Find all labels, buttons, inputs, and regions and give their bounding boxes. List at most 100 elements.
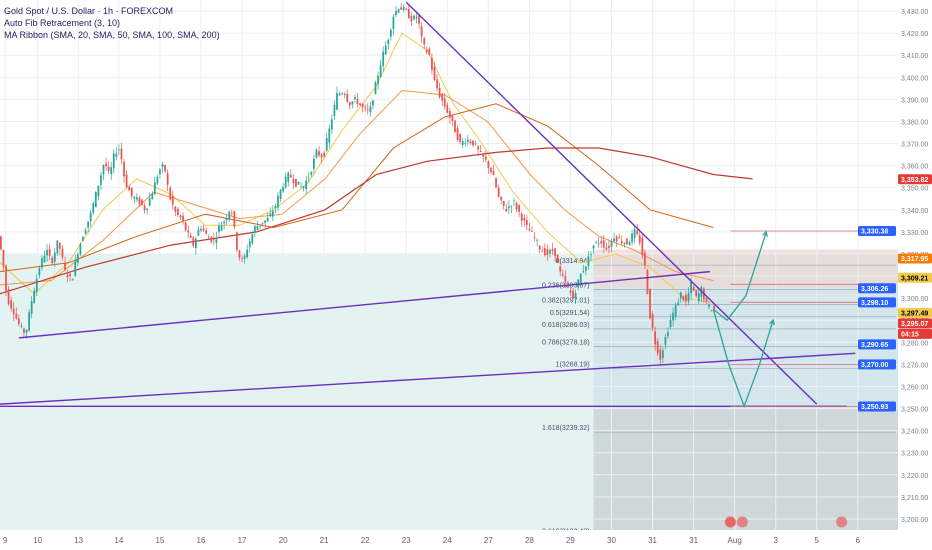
candle-body: [251, 234, 254, 244]
candle-body: [74, 260, 77, 276]
candle-body: [605, 247, 608, 250]
candle-body: [536, 239, 538, 241]
icons-layer: [724, 516, 848, 528]
candle-body: [84, 230, 87, 234]
candle-body: [164, 165, 166, 172]
projection-arrow: [769, 318, 775, 326]
y-tick-label: 3,270.00: [901, 362, 928, 369]
x-axis-bg: [0, 530, 932, 550]
candle-body: [397, 9, 400, 13]
candle-body: [218, 225, 220, 232]
candle-body: [710, 310, 713, 312]
x-tick-label: 29: [566, 536, 575, 545]
candle-body: [636, 230, 639, 235]
candle-body: [482, 153, 485, 157]
candle-body: [179, 215, 182, 218]
candle-body: [656, 341, 659, 354]
candle-body: [359, 103, 361, 106]
candle-body: [554, 248, 556, 257]
candle-body: [597, 243, 600, 245]
candle-body: [277, 195, 279, 208]
candle-body: [102, 165, 105, 175]
candle-body: [205, 230, 208, 234]
chart-title[interactable]: Gold Spot / U.S. Dollar · 1h · FOREXCOM: [4, 6, 174, 16]
candle-body: [613, 238, 615, 242]
candle-body: [377, 75, 379, 84]
candle-body: [336, 93, 338, 110]
candle-body: [495, 178, 497, 188]
x-tick-label: 30: [607, 536, 616, 545]
candle-body: [423, 38, 426, 45]
candle-body: [110, 167, 113, 175]
candle-body: [602, 240, 605, 248]
candle-body: [79, 243, 82, 255]
candle-body: [420, 26, 423, 37]
price-badge: [858, 283, 896, 294]
candle-body: [225, 218, 228, 221]
candle-body: [151, 193, 154, 200]
candle-body: [120, 148, 123, 160]
candle-body: [649, 288, 651, 319]
candle-body: [333, 104, 336, 116]
candle-body: [325, 138, 328, 151]
candle-body: [464, 143, 467, 145]
fib-label: 0.786(3278.18): [542, 339, 589, 346]
candle-body: [330, 119, 333, 130]
candle-body: [661, 350, 664, 358]
candle-body: [382, 51, 385, 66]
price-badge: [898, 328, 932, 339]
candle-body: [141, 199, 143, 205]
candle-body: [705, 298, 708, 302]
candle-body: [672, 312, 674, 321]
candle-body: [497, 187, 500, 197]
candle-body: [241, 258, 243, 260]
candle-body: [64, 262, 66, 270]
candle-body: [413, 15, 415, 20]
x-tick-label: 24: [443, 536, 452, 545]
candle-body: [282, 186, 284, 192]
candle-body: [264, 220, 267, 223]
candle-body: [451, 115, 454, 121]
candle-body: [643, 252, 646, 266]
projection-path: [712, 231, 767, 322]
y-tick-label: 3,220.00: [901, 473, 928, 480]
candle-body: [459, 133, 462, 142]
candle-body: [56, 240, 59, 254]
candle-body: [687, 293, 690, 302]
candle-body: [520, 213, 523, 221]
candle-body: [513, 200, 515, 202]
candle-body: [508, 206, 510, 209]
candle-body: [502, 200, 505, 206]
candle-body: [567, 285, 569, 287]
candle-body: [87, 221, 89, 228]
x-tick-label: 31: [689, 536, 698, 545]
candle-body: [436, 79, 438, 89]
y-tick-label: 3,250.00: [901, 407, 928, 414]
candle-body: [38, 268, 41, 275]
candle-body: [425, 50, 428, 53]
indicator-fib[interactable]: Auto Fib Retracement (3, 10): [4, 18, 121, 28]
candle-body: [71, 279, 74, 281]
candle-body: [641, 237, 644, 256]
candle-body: [187, 230, 190, 233]
x-tick-label: 17: [238, 536, 247, 545]
candle-body: [713, 305, 716, 310]
candle-body: [171, 195, 174, 205]
stop-zone: [593, 249, 898, 288]
trendline: [18, 270, 710, 339]
x-tick-label: 27: [484, 536, 493, 545]
indicator-ma-ribbon[interactable]: MA Ribbon (SMA, 20, SMA, 50, SMA, 100, S…: [4, 30, 220, 40]
candle-body: [402, 6, 405, 11]
candle-body: [51, 258, 54, 264]
candle-body: [361, 103, 364, 108]
candle-body: [97, 185, 100, 197]
candle-body: [7, 289, 10, 305]
candle-body: [695, 290, 698, 297]
candle-body: [477, 146, 479, 150]
candle-body: [538, 245, 541, 250]
candle-body: [584, 266, 587, 271]
price-badge: [858, 226, 896, 237]
candle-body: [428, 48, 431, 55]
candle-body: [572, 290, 574, 299]
candle-body: [89, 212, 92, 222]
